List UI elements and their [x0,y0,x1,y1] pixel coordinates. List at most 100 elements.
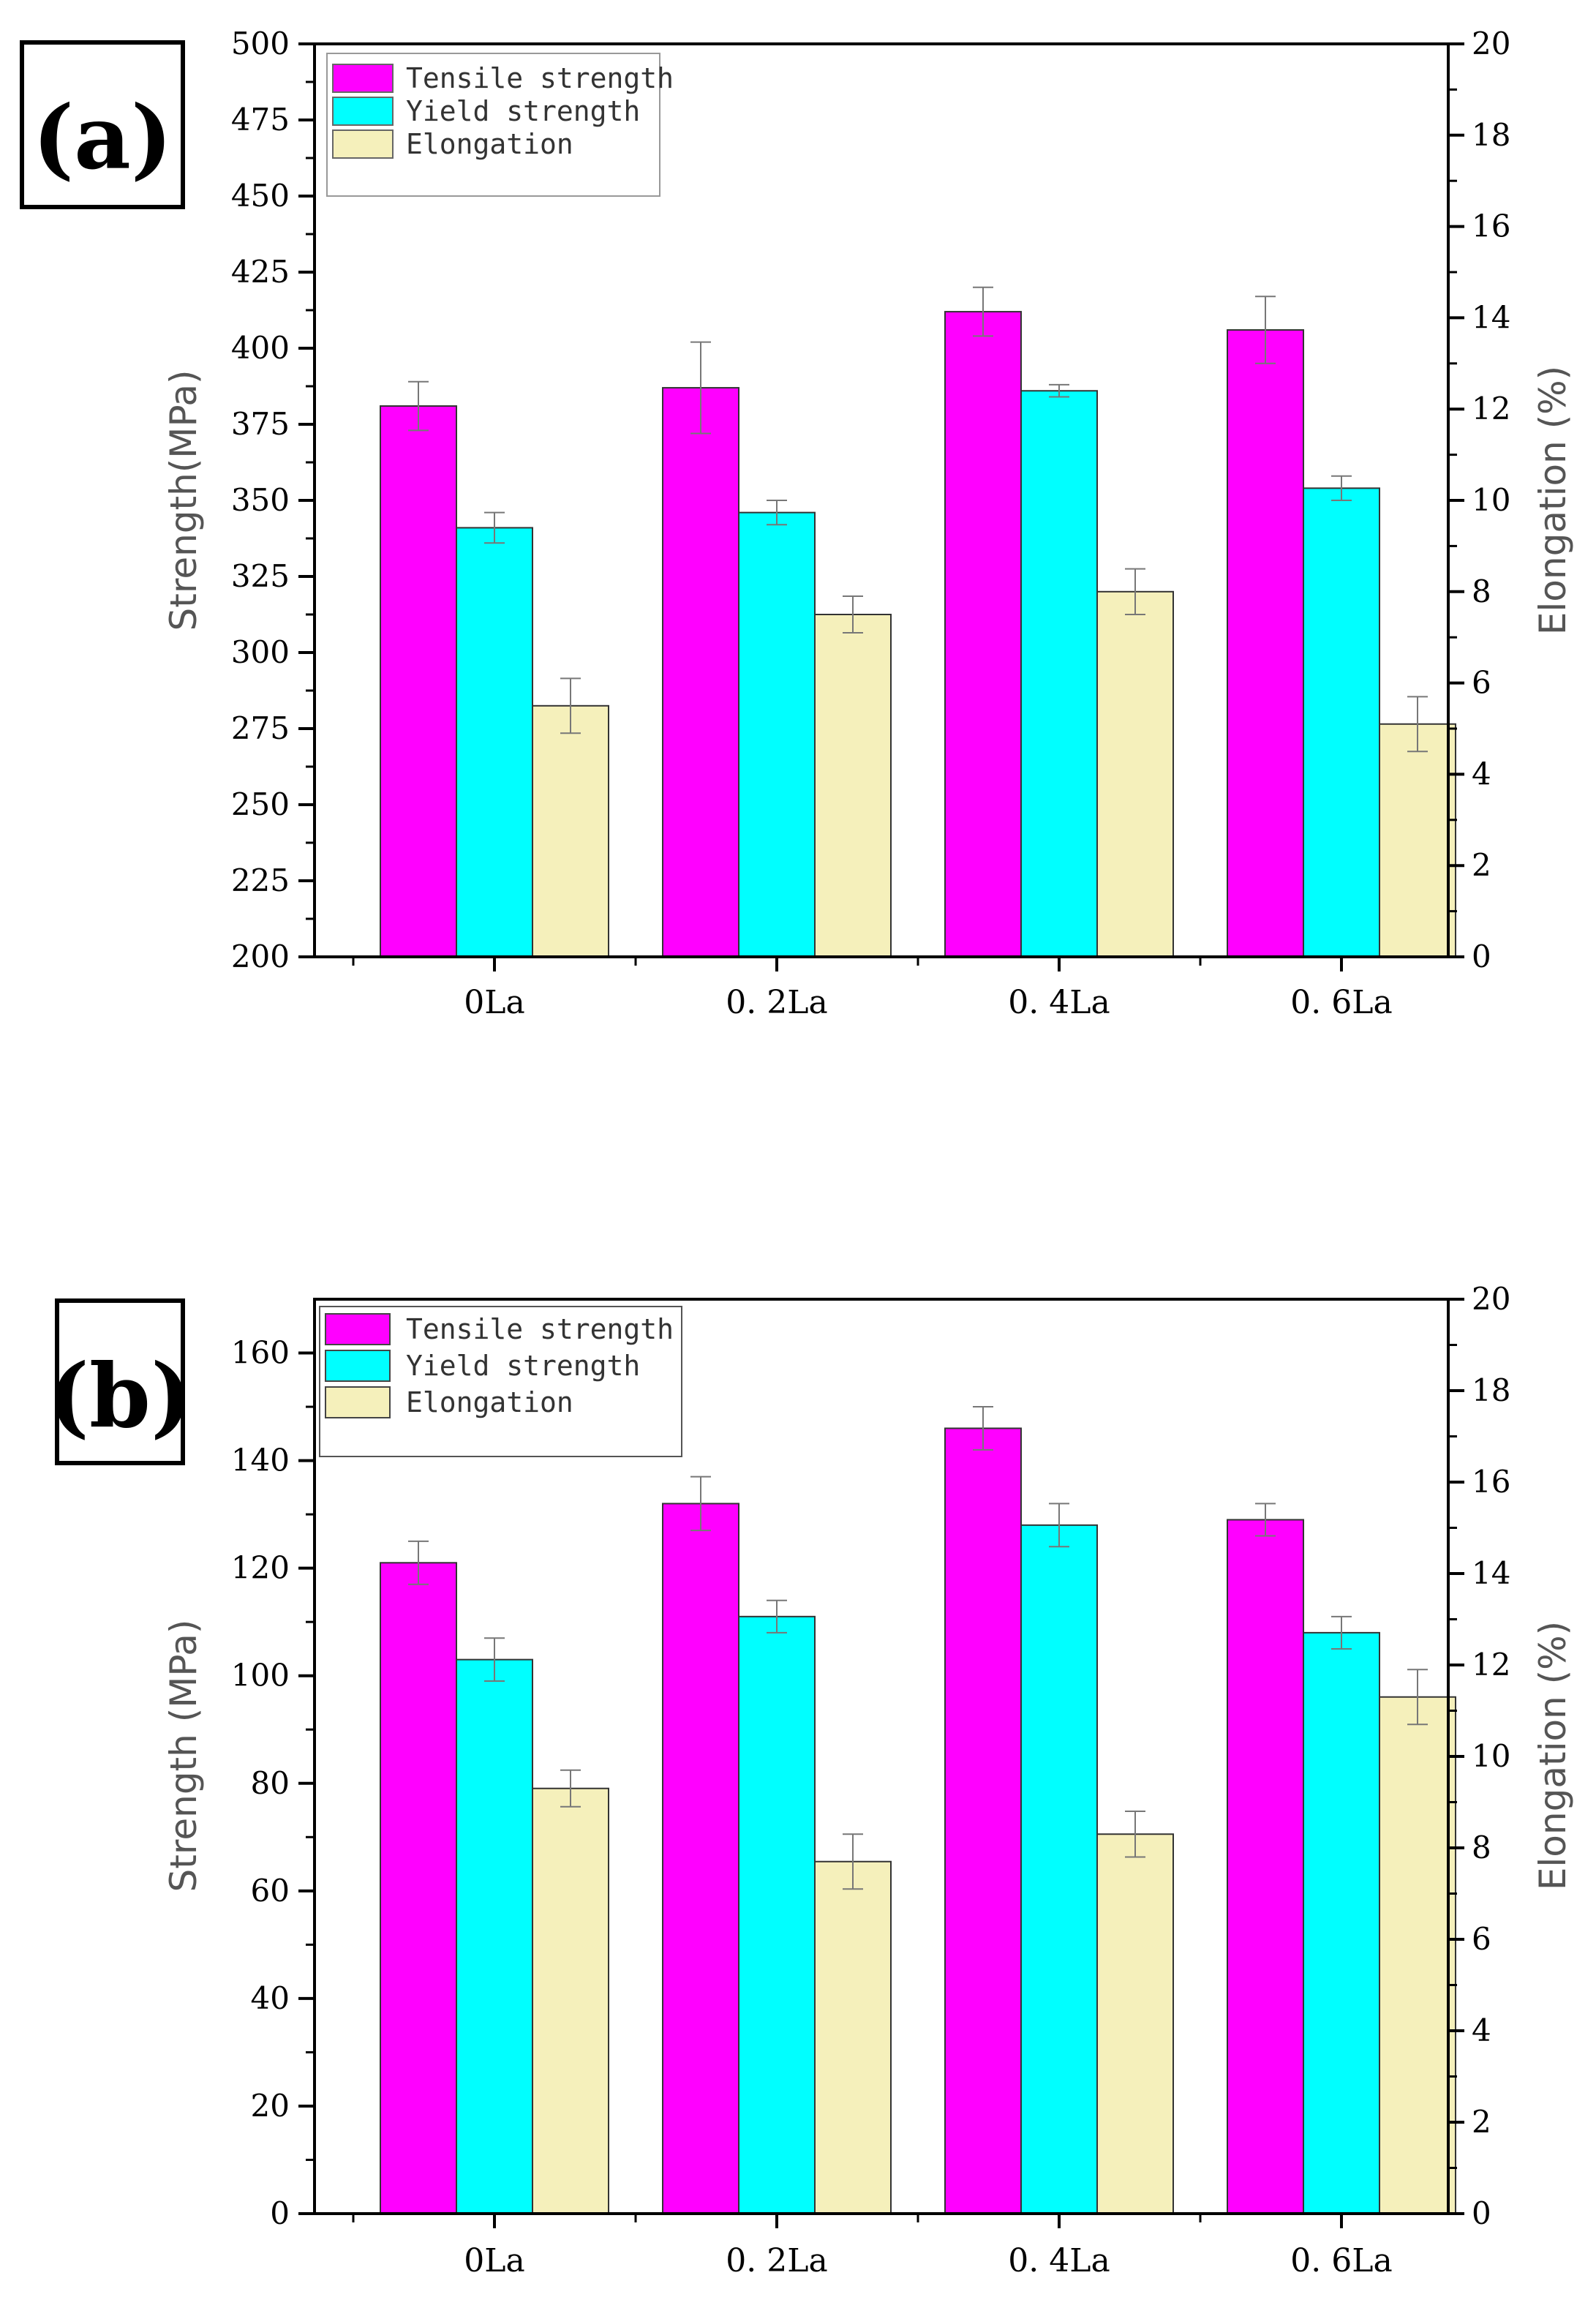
bar-elongation-0 [532,704,609,958]
y2-axis-title: Elongation (%) [1532,1621,1574,1890]
y2-tick-label: 4 [1472,2012,1491,2048]
legend-label-yield: Yield strength [406,95,640,127]
right-axis: 0 2 4 6 8 10 12 14 16 18 20 [1448,1281,1510,2231]
legend-swatch-elongation [325,1386,391,1418]
y-tick-label: 120 [231,1550,290,1586]
bar-elongation-3 [1379,1696,1456,2214]
y2-tick-label: 6 [1472,1921,1491,1957]
y-tick-label: 325 [231,558,290,594]
y-tick-label: 200 [231,939,290,974]
x-tick-label: 0La [464,2242,524,2279]
bar-tensile-1 [662,387,739,958]
y-tick-label: 275 [231,710,290,746]
bar-yield-1 [738,511,816,958]
bar-tensile-2 [944,1427,1022,2214]
y2-tick-label: 12 [1472,391,1510,426]
legend-label-tensile: Tensile strength [406,1313,674,1345]
legend: Tensile strength Yield strength Elongati… [326,53,674,197]
left-axis: 0 20 40 60 80 100 120 140 160 [231,1335,315,2231]
legend: Tensile strength Yield strength Elongati… [319,1306,682,1457]
y2-tick-label: 2 [1472,2104,1491,2140]
bar-elongation-3 [1379,723,1456,958]
x-tick-label: 0La [464,984,524,1021]
x-tick-label: 0. 4La [1008,2242,1110,2279]
panel-label-box [55,1298,185,1465]
bar-elongation-2 [1096,1833,1174,2214]
y2-tick-label: 12 [1472,1647,1510,1683]
y2-tick-label: 20 [1472,1281,1510,1317]
legend-swatch-yield [325,1350,391,1382]
bar-yield-1 [738,1615,816,2214]
legend-swatch-tensile [325,1313,391,1345]
legend-label-elongation: Elongation [406,128,573,160]
y-tick-label: 60 [251,1873,290,1909]
y-tick-label: 500 [231,26,290,61]
bar-yield-2 [1020,390,1098,958]
bar-tensile-2 [944,311,1022,958]
y-tick-label: 20 [251,2088,290,2124]
left-axis: 200 225 250 275 300 325 350 375 400 425 450 475 500 [231,26,315,974]
legend-label-elongation: Elongation [406,1386,573,1418]
y2-tick-label: 0 [1472,939,1491,974]
legend-swatch-yield [332,97,394,126]
y2-axis-title: Elongation (%) [1532,366,1574,635]
right-axis: 0 2 4 6 8 10 12 14 16 18 20 [1448,26,1510,974]
error-bars [408,286,1428,753]
panel-label: (a) [32,86,172,189]
bar-elongation-2 [1096,590,1174,958]
bar-tensile-1 [662,1503,739,2215]
y2-tick-label: 6 [1472,665,1491,701]
y-axis-title: Strength(MPa) [162,370,205,631]
legend-swatch-elongation [332,129,394,159]
bar-elongation-1 [814,614,892,958]
x-tick-label: 0. 6La [1290,2242,1392,2279]
y2-tick-label: 14 [1472,1555,1510,1591]
y-tick-label: 160 [231,1335,290,1371]
legend-label-yield: Yield strength [406,1350,640,1382]
bar-yield-0 [456,1658,533,2214]
x-tick-label: 0. 6La [1290,984,1392,1021]
bar-yield-2 [1020,1524,1098,2214]
y2-tick-label: 8 [1472,574,1491,609]
y2-tick-label: 18 [1472,1372,1510,1408]
bar-tensile-3 [1227,329,1304,958]
y2-tick-label: 14 [1472,299,1510,335]
bar-yield-3 [1303,487,1380,958]
bar-tensile-0 [380,405,457,958]
chart-panel-b: (b) 0 20 40 60 80 100 120 140 160 0 2 4 6 8 10 12 14 16 1… [48,1281,1574,2279]
y2-tick-label: 0 [1472,2195,1491,2231]
bar-yield-3 [1303,1631,1380,2214]
x-tick-label: 0. 2La [726,2242,827,2279]
bar-elongation-1 [814,1860,892,2214]
y-tick-label: 40 [251,1980,290,2016]
error-bars [408,1406,1428,1890]
y-tick-label: 250 [231,786,290,822]
y-tick-label: 225 [231,862,290,898]
y-tick-label: 350 [231,482,290,518]
y2-tick-label: 10 [1472,482,1510,518]
y-tick-label: 80 [251,1765,290,1801]
bar-tensile-0 [380,1562,457,2215]
bar-yield-0 [456,527,533,958]
x-axis: 0La 0. 2La 0. 4La 0. 6La [352,2214,1393,2279]
x-tick-label: 0. 2La [726,984,827,1021]
y-tick-label: 475 [231,102,290,138]
bar-tensile-3 [1227,1519,1304,2215]
bars [380,1427,1456,2215]
y2-tick-label: 18 [1472,117,1510,153]
y-tick-label: 425 [231,254,290,290]
y2-tick-label: 10 [1472,1738,1510,1774]
y-tick-label: 300 [231,634,290,670]
y-tick-label: 375 [231,406,290,442]
legend-label-tensile: Tensile strength [406,62,674,94]
y2-tick-label: 2 [1472,847,1491,883]
y-tick-label: 0 [270,2195,290,2231]
y-tick-label: 140 [231,1443,290,1478]
y-tick-label: 100 [231,1658,290,1694]
chart-panel-a: (a) 200225250275300325350375400425450475… [20,26,1574,1021]
x-axis: 0La 0. 2La 0. 4La 0. 6La [352,957,1393,1021]
y2-tick-label: 16 [1472,208,1510,244]
y2-tick-label: 4 [1472,756,1491,792]
x-tick-label: 0. 4La [1008,984,1110,1021]
